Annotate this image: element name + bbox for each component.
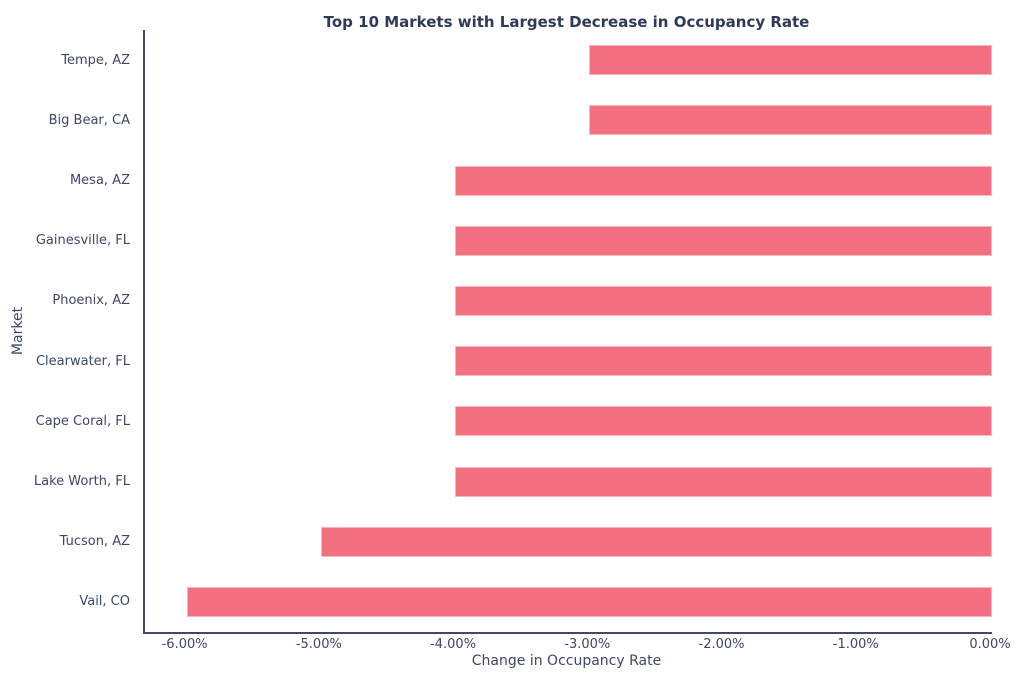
- bar-band: [145, 331, 992, 391]
- x-axis-title: Change in Occupancy Rate: [471, 653, 662, 669]
- plot-area: [143, 30, 992, 634]
- x-tick-label: -3.00%: [564, 637, 611, 652]
- y-tick-label: Tempe, AZ: [61, 52, 130, 68]
- x-tick-label: -1.00%: [832, 637, 879, 652]
- bar: [320, 526, 992, 557]
- bar: [589, 45, 992, 76]
- bar: [455, 225, 992, 256]
- y-tick-label: Lake Worth, FL: [33, 474, 130, 490]
- bar: [589, 105, 992, 136]
- bar: [455, 406, 992, 437]
- y-tick-label: Tucson, AZ: [59, 534, 130, 550]
- x-tick-label: -2.00%: [698, 637, 745, 652]
- bar-band: [145, 30, 992, 90]
- y-tick-label: Phoenix, AZ: [52, 293, 130, 309]
- y-tick-label: Big Bear, CA: [48, 112, 130, 128]
- bars-layer: [145, 30, 992, 632]
- bar-band: [145, 391, 992, 451]
- x-tick-label: 0.00%: [969, 637, 1011, 652]
- x-tick-labels: -6.00% -5.00% -4.00% -3.00% -2.00% -1.00% 0.00…: [143, 637, 1011, 655]
- bar: [455, 466, 992, 497]
- x-tick-label: -4.00%: [430, 637, 477, 652]
- bar-band: [145, 211, 992, 271]
- bar-band: [145, 572, 992, 632]
- bar: [455, 165, 992, 196]
- y-tick-label: Clearwater, FL: [35, 353, 130, 369]
- bar: [186, 586, 992, 617]
- y-tick-label: Vail, CO: [79, 594, 130, 610]
- y-tick-label: Cape Coral, FL: [35, 413, 130, 429]
- x-tick-label: -6.00%: [161, 637, 208, 652]
- bar-band: [145, 271, 992, 331]
- chart-title: Top 10 Markets with Largest Decrease in …: [323, 13, 810, 31]
- x-tick-label: -5.00%: [295, 637, 342, 652]
- y-tick-label: Gainesville, FL: [35, 233, 130, 249]
- bar-band: [145, 90, 992, 150]
- bar-band: [145, 150, 992, 210]
- bar-band: [145, 451, 992, 511]
- y-tick-labels: Tempe, AZ Big Bear, CA Mesa, AZ Gainesville…: [0, 30, 130, 632]
- bar: [455, 346, 992, 377]
- bar-band: [145, 512, 992, 572]
- y-tick-label: Mesa, AZ: [69, 173, 130, 188]
- bar: [455, 285, 992, 316]
